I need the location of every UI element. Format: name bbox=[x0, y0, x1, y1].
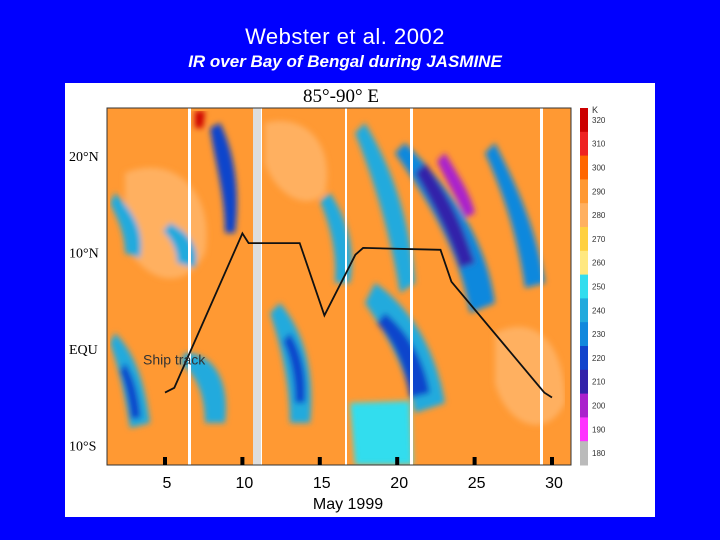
colorbar-swatch bbox=[580, 322, 588, 347]
colorbar-label: 310 bbox=[592, 140, 606, 149]
cloud-band bbox=[210, 123, 237, 233]
ship-track-label: Ship track bbox=[143, 352, 206, 368]
y-tick-label: EQU bbox=[69, 343, 98, 358]
colorbar-swatch bbox=[580, 155, 588, 180]
gap-strip bbox=[540, 108, 543, 465]
x-tick-mark bbox=[472, 457, 477, 465]
colorbar-swatch bbox=[580, 274, 588, 299]
ir-field bbox=[107, 108, 571, 465]
cloud-shield bbox=[350, 401, 413, 465]
x-axis-label: May 1999 bbox=[313, 496, 383, 513]
cloud-band bbox=[437, 153, 475, 218]
colorbar-label: 220 bbox=[592, 354, 606, 363]
ship-track-line bbox=[164, 231, 553, 399]
colorbar: 320 310 300 290 280 270 260 250 240 230 220 210 200 1… bbox=[580, 108, 606, 466]
cloud-band bbox=[120, 363, 141, 419]
colorbar-swatch bbox=[580, 131, 588, 157]
colorbar-label: 180 bbox=[592, 449, 606, 458]
colorbar-label: 250 bbox=[592, 283, 606, 292]
plot-frame bbox=[106, 107, 572, 466]
colorbar-swatch bbox=[580, 108, 588, 133]
colorbar-swatch bbox=[580, 393, 588, 418]
colorbar-swatch bbox=[580, 203, 588, 228]
colorbar-label: 280 bbox=[592, 211, 606, 220]
chart-title: 85°-90° E bbox=[303, 86, 379, 107]
colorbar-label: 230 bbox=[592, 330, 606, 339]
colorbar-label: 270 bbox=[592, 235, 606, 244]
x-axis: 5 10 15 20 25 30 bbox=[163, 457, 563, 492]
colorbar-label: 300 bbox=[592, 164, 606, 173]
gap-strip bbox=[188, 108, 191, 465]
colorbar-swatch bbox=[580, 346, 588, 371]
hovmoller-chart: 85°-90° E bbox=[69, 86, 606, 513]
x-tick-label: 5 bbox=[163, 475, 172, 492]
x-tick-mark bbox=[317, 457, 322, 465]
colorbar-label: 240 bbox=[592, 306, 606, 315]
cloud-band bbox=[415, 163, 475, 268]
colorbar-swatch bbox=[580, 441, 588, 466]
ir-cloud-patches bbox=[110, 111, 565, 465]
data-gaps bbox=[188, 108, 543, 465]
cloud-band bbox=[485, 143, 545, 288]
cloud-band bbox=[320, 193, 352, 283]
colorbar-swatch bbox=[580, 227, 588, 252]
x-tick-label: 25 bbox=[468, 475, 486, 492]
gap-strip bbox=[253, 108, 261, 465]
colorbar-swatch bbox=[580, 369, 588, 395]
cloud-band bbox=[355, 123, 415, 293]
x-tick-mark bbox=[550, 457, 554, 465]
y-tick-label: 20°N bbox=[69, 150, 99, 165]
colorbar-swatch bbox=[580, 179, 588, 204]
colorbar-swatch bbox=[580, 298, 588, 323]
figure-panel: 85°-90° E bbox=[65, 83, 655, 517]
warm-spot bbox=[195, 111, 205, 128]
x-tick-label: 30 bbox=[545, 475, 563, 492]
y-axis: 20°N 10°N EQU 10°S bbox=[69, 150, 99, 454]
slide-subtitle: IR over Bay of Bengal during JASMINE bbox=[188, 52, 502, 71]
colorbar-unit: K bbox=[592, 105, 598, 115]
x-tick-mark bbox=[395, 457, 400, 465]
cloud-band bbox=[377, 313, 430, 398]
warm-region bbox=[265, 121, 327, 202]
cloud-band bbox=[283, 333, 306, 403]
colorbar-label: 200 bbox=[592, 402, 606, 411]
slide-title: Webster et al. 2002 bbox=[245, 24, 445, 49]
x-tick-label: 10 bbox=[236, 475, 254, 492]
x-tick-mark bbox=[240, 457, 245, 465]
gap-strip bbox=[410, 108, 413, 465]
colorbar-label: 320 bbox=[592, 116, 606, 125]
gap-strip bbox=[345, 108, 347, 465]
colorbar-swatch bbox=[580, 250, 588, 276]
colorbar-label: 190 bbox=[592, 425, 606, 434]
colorbar-label: 290 bbox=[592, 187, 606, 196]
x-tick-label: 20 bbox=[390, 475, 408, 492]
cloud-band bbox=[180, 353, 226, 423]
cloud-band bbox=[163, 223, 197, 268]
y-tick-label: 10°N bbox=[69, 247, 99, 262]
colorbar-label: 210 bbox=[592, 378, 606, 387]
y-tick-label: 10°S bbox=[69, 440, 96, 455]
cloud-band bbox=[110, 193, 142, 258]
colorbar-swatch bbox=[580, 417, 588, 442]
x-tick-mark bbox=[163, 457, 167, 465]
x-tick-label: 15 bbox=[313, 475, 331, 492]
colorbar-label: 260 bbox=[592, 259, 606, 268]
